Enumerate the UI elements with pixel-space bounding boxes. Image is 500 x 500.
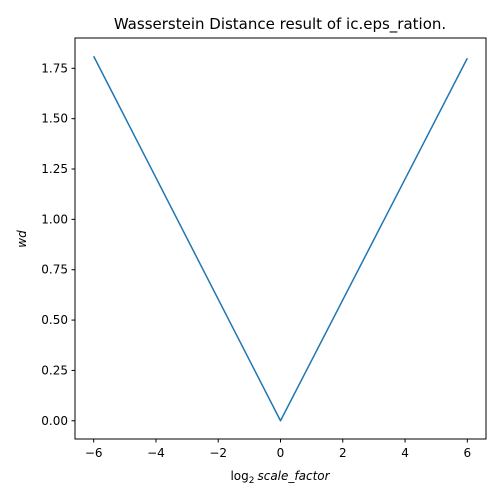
x-tick-label: 4	[401, 446, 409, 460]
x-tick-label: 6	[463, 446, 471, 460]
series-line-0	[93, 55, 468, 422]
chart-title: Wasserstein Distance result of ic.eps_ra…	[114, 15, 446, 34]
y-tick-label: 1.50	[41, 112, 68, 126]
axes-frame	[74, 37, 487, 440]
plot-area	[93, 55, 468, 422]
x-tick-label: 2	[339, 446, 347, 460]
y-tick-label: 0.00	[41, 414, 68, 428]
y-tick-label: 0.75	[41, 263, 68, 277]
y-tick-label: 1.25	[41, 162, 68, 176]
x-axis-label-prefix: log	[230, 469, 248, 483]
y-tick-label: 0.50	[41, 313, 68, 327]
x-axis-label: log2 scale_factor	[230, 469, 330, 486]
y-tick-label: 0.25	[41, 363, 68, 377]
x-tick-label: −6	[85, 446, 103, 460]
x-tick-label: −4	[147, 446, 165, 460]
x-axis-label-var: scale_factor	[257, 469, 330, 483]
y-axis-label: wd	[15, 230, 29, 248]
x-axis-ticks: −6 −4 −2 0 2 4 6	[85, 439, 471, 460]
x-tick-label: 0	[277, 446, 285, 460]
y-axis-ticks: 0.00 0.25 0.50 0.75 1.00 1.25 1.50 1.75	[41, 61, 75, 428]
x-tick-label: −2	[209, 446, 227, 460]
y-tick-label: 1.75	[41, 61, 68, 75]
y-tick-label: 1.00	[41, 212, 68, 226]
x-axis-label-subscript: 2	[249, 476, 255, 486]
